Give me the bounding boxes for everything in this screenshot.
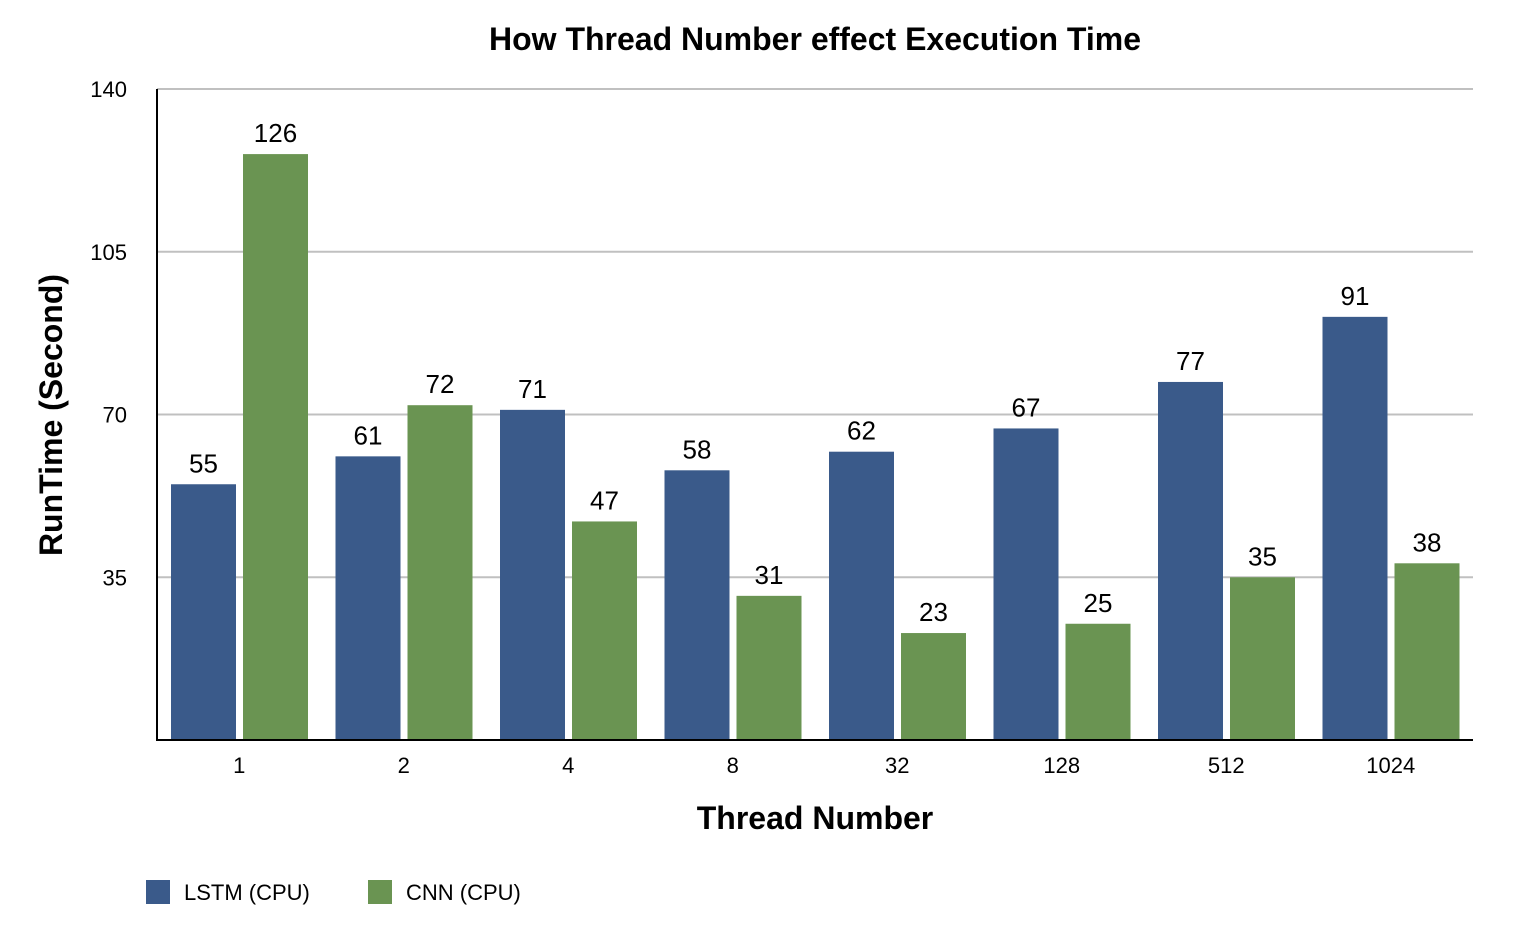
- x-tick-label: 1: [233, 753, 245, 778]
- x-axis-title: Thread Number: [697, 800, 933, 836]
- axes-group: [156, 89, 1473, 741]
- legend: LSTM (CPU) CNN (CPU): [146, 880, 521, 905]
- data-label: 62: [847, 416, 876, 446]
- cnn-bar: [901, 633, 966, 740]
- x-tick-label: 8: [727, 753, 739, 778]
- y-axis-title: RunTime (Second): [33, 274, 69, 556]
- x-tick-label: 2: [398, 753, 410, 778]
- lstm-bar: [1322, 316, 1388, 740]
- legend-label: CNN (CPU): [406, 880, 521, 905]
- y-tick-label: 35: [103, 565, 127, 590]
- chart-title: How Thread Number effect Execution Time: [489, 21, 1141, 57]
- lstm-bar: [171, 484, 236, 740]
- legend-swatch: [146, 880, 170, 904]
- cnn-bar: [1394, 563, 1460, 740]
- data-label: 61: [354, 420, 383, 450]
- x-tick-label: 1024: [1366, 753, 1415, 778]
- data-label: 55: [189, 448, 218, 478]
- bars-group: [171, 154, 1460, 741]
- lstm-bar: [1158, 381, 1223, 740]
- x-tick-label: 512: [1208, 753, 1245, 778]
- cnn-bar: [1065, 623, 1131, 740]
- lstm-bar: [993, 428, 1059, 740]
- lstm-bar: [664, 470, 730, 740]
- x-tick-label: 32: [885, 753, 909, 778]
- data-label: 25: [1084, 588, 1113, 618]
- lstm-bar: [829, 451, 894, 740]
- data-label: 23: [919, 597, 948, 627]
- legend-swatch: [368, 880, 392, 904]
- data-label: 67: [1012, 392, 1041, 422]
- data-labels-group: 55 126 61 72 71 47 58 31 62 23 67 25 77 35 91 38: [189, 118, 1441, 627]
- cnn-bar: [1230, 577, 1295, 740]
- data-label: 31: [755, 560, 784, 590]
- lstm-bar: [500, 409, 565, 740]
- x-tick-label: 4: [562, 753, 574, 778]
- cnn-bar: [407, 405, 473, 740]
- data-label: 35: [1248, 541, 1277, 571]
- data-label: 72: [426, 369, 455, 399]
- data-label: 91: [1341, 281, 1370, 311]
- y-tick-label: 105: [90, 240, 127, 265]
- cnn-bar: [736, 595, 802, 740]
- data-label: 71: [518, 374, 547, 404]
- data-label: 126: [254, 118, 297, 148]
- x-tick-label: 128: [1043, 753, 1080, 778]
- cnn-bar: [572, 521, 637, 740]
- data-label: 38: [1413, 527, 1442, 557]
- data-label: 47: [590, 485, 619, 515]
- x-tick-labels: 1 2 4 8 32 128 512 1024: [233, 753, 1415, 778]
- cnn-bar: [243, 154, 308, 741]
- data-label: 58: [683, 434, 712, 464]
- lstm-bar: [335, 456, 401, 740]
- legend-label: LSTM (CPU): [184, 880, 310, 905]
- y-tick-labels: 35 70 105 140: [90, 77, 127, 590]
- y-tick-label: 70: [103, 403, 127, 428]
- data-label: 77: [1176, 346, 1205, 376]
- y-tick-label: 140: [90, 77, 127, 102]
